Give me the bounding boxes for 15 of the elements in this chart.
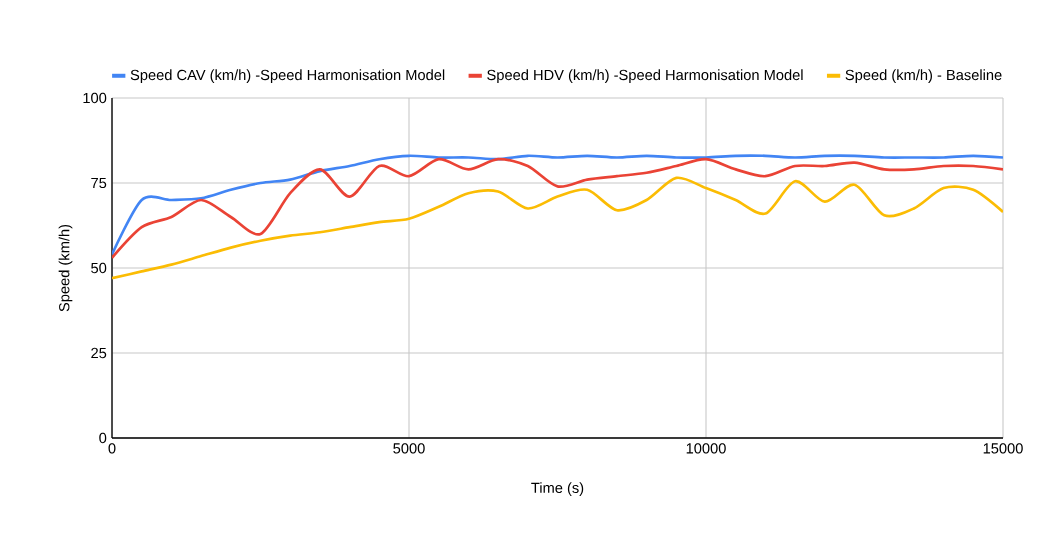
y-tick-label: 25 [91, 347, 107, 359]
x-tick-label: 5000 [393, 443, 425, 454]
y-tick-label: 100 [83, 92, 107, 104]
legend-label: Speed (km/h) - Baseline [845, 69, 1002, 84]
y-axis-title: Speed (km/h) [58, 224, 73, 312]
x-tick-label: 15000 [983, 443, 1023, 454]
legend-label: Speed CAV (km/h) -Speed Harmonisation Model [130, 69, 445, 84]
legend-label: Speed HDV (km/h) -Speed Harmonisation Model [487, 69, 803, 84]
x-axis-title: Time (s) [531, 482, 584, 496]
line-series [112, 176, 1003, 280]
y-tick-label: 0 [99, 432, 107, 444]
x-tick-label: 0 [108, 443, 116, 454]
x-tick-label: 10000 [686, 443, 726, 454]
y-tick-label: 50 [91, 262, 107, 274]
y-tick-label: 75 [91, 177, 107, 189]
